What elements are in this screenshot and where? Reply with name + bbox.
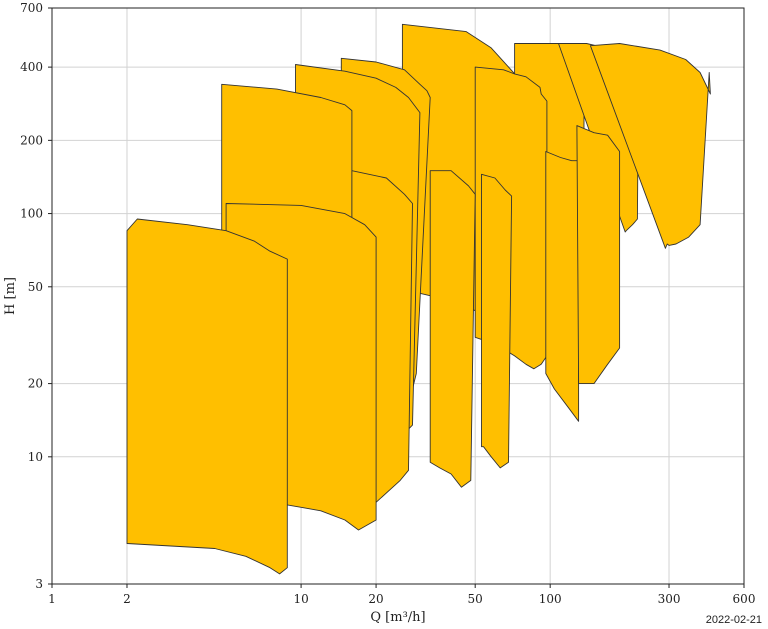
y-tick-label: 100 — [20, 207, 43, 221]
x-tick-label: 1 — [48, 592, 56, 606]
x-axis-title: Q [m³/h] — [370, 610, 425, 625]
x-tick-label: 600 — [733, 592, 756, 606]
y-tick-label: 50 — [28, 280, 43, 294]
pump-region-12 — [545, 151, 580, 422]
pump-region-4 — [589, 43, 711, 249]
date-stamp: 2022-02-21 — [706, 614, 762, 626]
plot-frame — [51, 7, 745, 585]
pump-region-10 — [429, 170, 476, 488]
y-tick-label: 20 — [28, 377, 43, 391]
y-tick-label: 10 — [28, 450, 43, 464]
pump-regions — [126, 23, 711, 575]
y-axis-ticks: 3 10 20 50 100 200 400 700 — [20, 1, 52, 591]
x-tick-label: 300 — [658, 592, 681, 606]
y-tick-label: 700 — [20, 1, 43, 15]
y-tick-label: 200 — [20, 133, 43, 147]
x-tick-label: 2 — [123, 592, 131, 606]
x-axis-ticks: 1 2 10 20 50 100 300 600 — [48, 584, 755, 606]
x-tick-label: 50 — [468, 592, 483, 606]
pump-region-13 — [576, 125, 621, 385]
pump-region-11 — [481, 173, 513, 469]
x-tick-label: 20 — [368, 592, 383, 606]
y-tick-label: 3 — [35, 577, 43, 591]
x-tick-label: 10 — [293, 592, 308, 606]
y-axis-title: H [m] — [3, 277, 18, 315]
x-tick-label: 100 — [539, 592, 562, 606]
pump-region-15 — [126, 218, 288, 575]
y-tick-label: 400 — [20, 60, 43, 74]
